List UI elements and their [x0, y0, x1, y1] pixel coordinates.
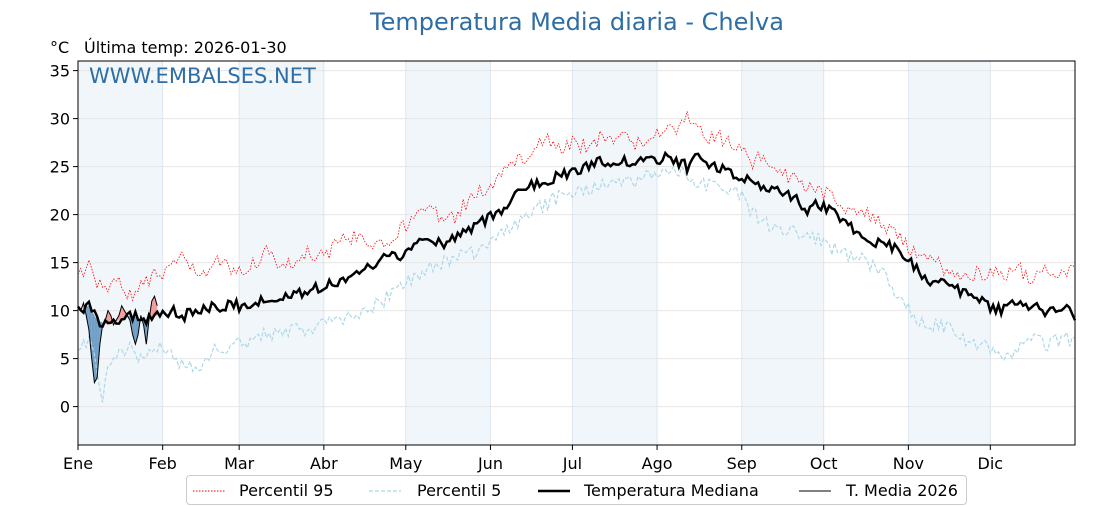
x-tick-label: Nov [893, 454, 924, 473]
y-tick-label: 30 [50, 110, 70, 129]
chart-title: Temperatura Media diaria - Chelva [370, 8, 784, 36]
y-tick-label: 15 [50, 254, 70, 273]
x-tick-label: Jun [477, 454, 503, 473]
below-median-fill [88, 305, 92, 359]
month-band [572, 61, 658, 445]
y-tick-label: 20 [50, 206, 70, 225]
month-band [405, 61, 491, 445]
above-median-fill [151, 296, 155, 318]
month-band [78, 61, 163, 445]
plot-frame [77, 60, 1076, 446]
x-tick-label: Ago [642, 454, 673, 473]
x-tick-label: Dic [978, 454, 1004, 473]
legend-p5-label: Percentil 5 [417, 481, 502, 500]
month-band [741, 61, 824, 445]
x-tick-label: Mar [224, 454, 255, 473]
series-median-line [77, 150, 1077, 328]
y-tick-label: 25 [50, 158, 70, 177]
legend-p95-label: Percentil 95 [239, 481, 334, 500]
month-band [908, 61, 991, 445]
series-current-line [77, 294, 158, 385]
legend: Percentil 95 Percentil 5 Temperatura Med… [186, 475, 967, 505]
x-tick-label: Oct [810, 454, 838, 473]
legend-median-label: Temperatura Mediana [584, 481, 759, 500]
month-band [239, 61, 324, 445]
unit-label: °C [50, 38, 70, 57]
x-tick-label: May [389, 454, 422, 473]
x-tick-label: Feb [149, 454, 177, 473]
y-tick-label: 0 [60, 398, 70, 417]
below-median-fill [135, 317, 139, 345]
above-median-fill [121, 305, 125, 319]
x-tick-label: Jul [562, 454, 582, 473]
y-tick-label: 10 [50, 302, 70, 321]
legend-current-label: T. Media 2026 [846, 481, 958, 500]
series-p5-line [77, 164, 1076, 403]
watermark: WWW.EMBALSES.NET [89, 64, 316, 88]
x-tick-label: Ene [63, 454, 93, 473]
x-tick-label: Sep [727, 454, 757, 473]
y-tick-label: 35 [50, 62, 70, 81]
series-p95-line [77, 111, 1076, 302]
y-tick-label: 5 [60, 350, 70, 369]
last-temp-label: Última temp: 2026-01-30 [84, 38, 287, 57]
x-tick-label: Abr [310, 454, 338, 473]
below-median-fill [132, 316, 136, 345]
